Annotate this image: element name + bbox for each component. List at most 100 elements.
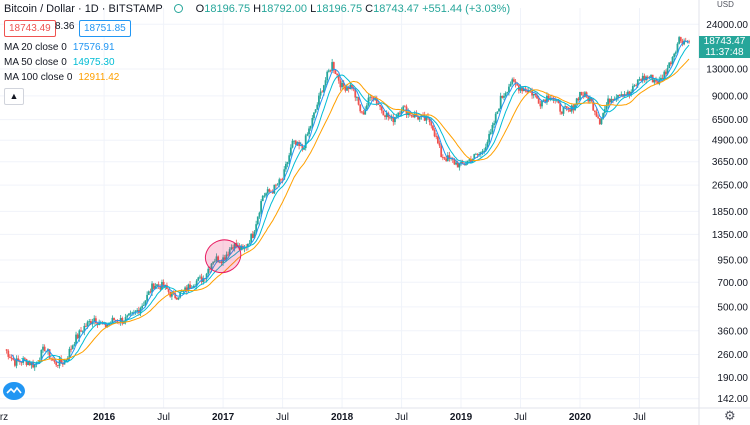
- price-tick-label: 3650.00: [712, 157, 749, 168]
- candle-body: [76, 334, 79, 339]
- candle-body: [458, 163, 461, 168]
- spread-value: 8.36: [55, 21, 75, 32]
- candle-body: [129, 312, 132, 314]
- candle-body: [531, 90, 533, 96]
- candle-body: [643, 75, 646, 81]
- circle-annotation[interactable]: [200, 234, 246, 278]
- candle-body: [232, 247, 234, 249]
- candle-body: [412, 115, 415, 118]
- candle-body: [448, 155, 451, 159]
- candle-body: [93, 318, 96, 322]
- candle-body: [324, 80, 327, 86]
- candle-body: [104, 322, 107, 328]
- candle-body: [410, 115, 413, 116]
- symbol-title[interactable]: Bitcoin / Dollar · 1D · BITSTAMP: [4, 3, 163, 15]
- candle-body: [453, 159, 456, 165]
- ma100-indicator[interactable]: MA 100 close 0 12911.42: [4, 72, 119, 83]
- candle-body: [240, 245, 243, 250]
- time-tick-label: Jul: [157, 412, 170, 423]
- time-tick-label: Jul: [514, 412, 527, 423]
- candle-body: [488, 134, 491, 142]
- candle-body: [78, 330, 81, 339]
- candle-body: [580, 91, 583, 96]
- candle-body: [584, 92, 586, 97]
- candle-body: [527, 90, 530, 93]
- candle-body: [575, 98, 578, 105]
- candle-body: [12, 358, 15, 360]
- candle-body: [334, 70, 337, 75]
- candle-body: [656, 81, 659, 85]
- candle-body: [199, 276, 201, 278]
- candle-body: [179, 291, 182, 298]
- candle-body: [322, 85, 325, 93]
- candle-body: [55, 362, 58, 366]
- candle-body: [152, 283, 155, 289]
- candle-body: [258, 212, 261, 217]
- candle-body: [283, 169, 286, 180]
- collapse-indicators-button[interactable]: ▲: [4, 88, 24, 105]
- ma20-value: 17576.91: [72, 42, 115, 53]
- candle-body: [534, 93, 537, 96]
- candle-body: [80, 330, 82, 332]
- candle-body: [260, 201, 263, 213]
- candle-body: [314, 109, 317, 113]
- gear-icon[interactable]: ⚙: [724, 408, 736, 423]
- candle-body: [9, 356, 11, 358]
- candle-body: [154, 285, 157, 289]
- candle-body: [526, 91, 529, 93]
- high-label: H: [253, 3, 262, 15]
- candle-body: [364, 109, 367, 115]
- candle-body: [225, 254, 228, 260]
- buy-price-button[interactable]: 18751.85: [79, 20, 131, 37]
- tradingview-logo-icon[interactable]: [3, 382, 25, 400]
- sell-price-button[interactable]: 18743.49: [4, 20, 56, 37]
- price-tick-label: 13000.00: [706, 65, 748, 76]
- candle-body: [516, 84, 519, 86]
- candle-body: [598, 118, 601, 125]
- candle-body: [197, 277, 200, 281]
- candle-body: [344, 86, 347, 91]
- candle-body: [633, 85, 636, 87]
- time-axis[interactable]: rz 2016 Jul 2017 Jul 2018 Jul 2019 Jul 2020 Jul: [0, 407, 750, 423]
- candle-body: [445, 158, 448, 161]
- candle-body: [60, 358, 63, 363]
- candle-body: [202, 278, 205, 283]
- candle-body: [377, 103, 380, 105]
- candle-body: [600, 118, 603, 125]
- candle-body: [17, 358, 20, 361]
- candle-body: [128, 313, 130, 316]
- candle-body: [484, 147, 487, 151]
- candle-body: [653, 79, 656, 83]
- candle-body: [374, 99, 377, 100]
- price-axis[interactable]: 24000.00 13000.00 9000.00 6500.00 4900.00 365…: [698, 0, 750, 425]
- ma20-indicator[interactable]: MA 20 close 0 17576.91: [4, 42, 115, 53]
- candle-body: [597, 116, 600, 119]
- candle-body: [14, 359, 16, 366]
- time-tick-label: 2020: [569, 412, 592, 423]
- candle-body: [418, 116, 421, 120]
- candle-body: [304, 135, 307, 149]
- candle-body: [394, 117, 396, 123]
- ma50-indicator[interactable]: MA 50 close 0 14975.30: [4, 57, 115, 68]
- candle-body: [428, 118, 431, 123]
- candle-body: [248, 243, 251, 245]
- circle-annotation-shape: [204, 239, 242, 274]
- last-price-value: 18743.47: [703, 36, 746, 47]
- candle-body: [246, 243, 249, 248]
- candle-body: [473, 154, 476, 159]
- candle-body: [565, 106, 568, 109]
- candle-body: [131, 312, 134, 314]
- candle-body: [498, 108, 500, 112]
- candle-body: [180, 291, 183, 293]
- candle-body: [489, 132, 492, 135]
- candle-body: [256, 216, 259, 225]
- candle-body: [357, 97, 360, 105]
- candle-body: [403, 106, 406, 108]
- candle-body: [288, 155, 291, 163]
- candle-body: [238, 245, 241, 250]
- chevron-up-icon: ▲: [9, 91, 19, 101]
- candle-body: [476, 153, 479, 155]
- candle-body: [356, 97, 358, 98]
- time-tick-label: 2017: [212, 412, 235, 423]
